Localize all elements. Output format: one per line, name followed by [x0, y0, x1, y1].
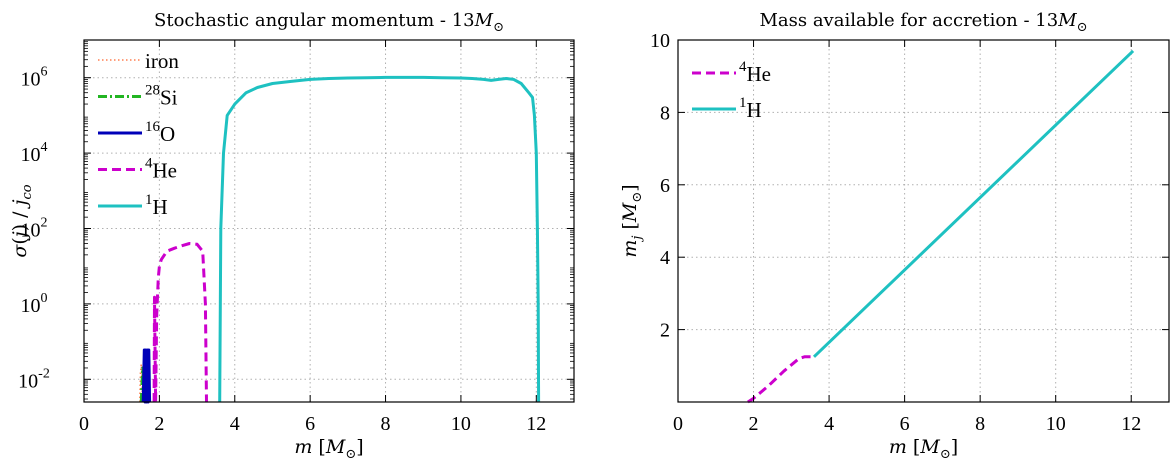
legend-superscript: 16: [145, 119, 161, 135]
x-axis-unit-sub: ⊙: [345, 447, 356, 462]
x-axis-bracket: [: [312, 436, 325, 458]
x-axis-bracket: [: [907, 436, 920, 458]
x-axis-unit: M: [325, 436, 346, 458]
x-tick-label: 12: [526, 413, 546, 435]
y-tick-label: 2: [660, 320, 670, 342]
y-tick-exponent: 4: [41, 140, 48, 155]
x-tick-label: 6: [305, 413, 315, 435]
y-tick-label: 102: [21, 216, 48, 242]
legend-superscript: 1: [145, 192, 153, 208]
y-axis-bracket: [: [619, 222, 641, 235]
chart-title-unit-sub: ⊙: [1077, 20, 1088, 35]
x-axis-bracket: ]: [951, 436, 958, 458]
legend-label-h: 1H: [739, 95, 762, 122]
y-tick-base: 10: [18, 370, 38, 392]
y-axis-paren: (: [9, 237, 31, 244]
legend-label-iron: iron: [145, 49, 179, 73]
y-tick-base: 10: [21, 69, 41, 91]
legend-label-he: 4He: [739, 59, 771, 86]
y-tick-base: 10: [21, 220, 41, 242]
legend-label-h: 1H: [145, 192, 168, 219]
legend-text: He: [747, 62, 772, 86]
series-line-h: [812, 49, 1135, 358]
y-axis-unit: M: [619, 202, 641, 223]
chart-title-unit-sub: ⊙: [493, 20, 504, 35]
y-tick-label: 100: [21, 291, 48, 317]
y-axis-label: σ(j) / jco: [9, 184, 35, 257]
y-axis-j: j: [9, 199, 31, 209]
y-axis-label: mj [M⊙]: [619, 184, 645, 257]
y-tick-exponent: 6: [41, 65, 48, 80]
plot-frame: [677, 39, 1170, 403]
x-tick-label: 2: [154, 413, 164, 435]
legend-superscript: 28: [145, 83, 160, 99]
series-line-o: [141, 348, 152, 404]
x-axis-unit: M: [919, 436, 940, 458]
legend-text: Si: [160, 86, 178, 110]
x-tick-label: 8: [381, 413, 391, 435]
x-tick-label: 12: [1121, 413, 1141, 435]
series-line-he: [152, 242, 208, 404]
legend-label-he: 4He: [145, 156, 177, 183]
y-tick-label: 10: [650, 30, 670, 52]
chart-title-text: Stochastic angular momentum - 13: [154, 10, 475, 31]
y-axis-symbol: m: [619, 240, 641, 258]
x-axis-unit-sub: ⊙: [940, 447, 951, 462]
x-axis-symbol: m: [294, 436, 312, 458]
y-tick-label: 10-2: [18, 366, 50, 392]
y-tick-label: 104: [21, 140, 48, 166]
y-tick-label: 4: [660, 247, 670, 269]
y-axis-unit-sub: ⊙: [630, 192, 645, 203]
x-tick-label: 2: [749, 413, 759, 435]
legend-superscript: 1: [739, 95, 747, 111]
y-axis-paren: ) /: [9, 205, 31, 231]
x-tick-label: 10: [451, 413, 471, 435]
y-tick-exponent: 0: [41, 291, 48, 306]
x-axis-symbol: m: [889, 436, 907, 458]
y-axis-bracket: ]: [619, 184, 641, 191]
y-axis-j: j: [9, 231, 31, 241]
x-tick-label: 0: [673, 413, 683, 435]
legend-label-si: 28Si: [145, 83, 178, 110]
legend-text: He: [153, 159, 178, 183]
x-tick-label: 10: [1046, 413, 1066, 435]
chart-title: Stochastic angular momentum - 13M⊙: [154, 10, 504, 35]
y-axis-sub: co: [20, 184, 35, 199]
legend-text: H: [153, 195, 168, 219]
chart-panel-2: 0 2 4 6 8 10 12 2 4 6 8 10 Mass available for accret…: [619, 10, 1170, 462]
chart-title-text: Mass available for accretion - 13: [759, 10, 1058, 31]
chart-title-unit: M: [474, 10, 494, 31]
x-tick-label: 8: [975, 413, 985, 435]
legend-text: H: [747, 98, 762, 122]
legend-superscript: 4: [145, 156, 153, 172]
series-line-h: [218, 75, 541, 403]
y-tick-label: 6: [660, 175, 670, 197]
y-tick-base: 10: [21, 295, 41, 317]
chart-title-unit: M: [1057, 10, 1077, 31]
y-tick-label: 8: [660, 102, 670, 124]
x-tick-label: 6: [900, 413, 910, 435]
x-tick-label: 4: [824, 413, 834, 435]
y-tick-base: 10: [21, 144, 41, 166]
y-tick-label: 106: [21, 65, 48, 91]
x-tick-label: 4: [230, 413, 240, 435]
y-tick-exponent: -2: [38, 366, 50, 381]
x-axis-bracket: ]: [356, 436, 363, 458]
chart-title: Mass available for accretion - 13M⊙: [759, 10, 1087, 35]
series-line-he: [747, 355, 814, 404]
legend-text: iron: [145, 49, 179, 73]
plot-frame: [83, 39, 575, 403]
x-tick-label: 0: [79, 413, 89, 435]
y-tick-exponent: 2: [41, 216, 48, 231]
legend-text: O: [160, 122, 175, 146]
legend-superscript: 4: [739, 59, 747, 75]
legend-label-o: 16O: [145, 119, 175, 146]
y-axis-sub: j: [630, 236, 645, 243]
x-axis-label: m [M⊙]: [294, 436, 363, 462]
y-axis-symbol: σ: [9, 244, 31, 258]
x-axis-label: m [M⊙]: [889, 436, 958, 462]
